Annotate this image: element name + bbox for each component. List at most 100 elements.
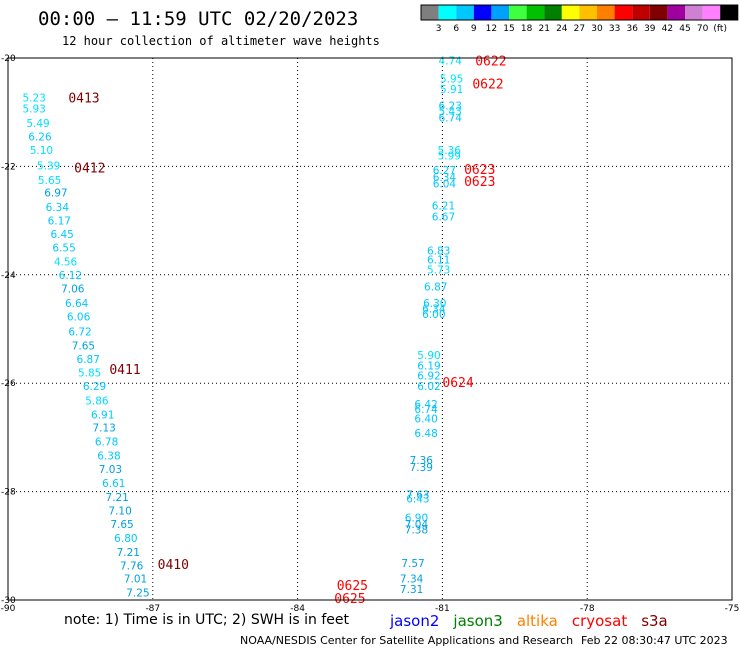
legend-label: 33	[609, 24, 620, 34]
wave-height-value: 6.17	[48, 216, 71, 228]
pass-label: 0413	[68, 92, 99, 107]
pass-label: 0622	[472, 77, 503, 92]
wave-height-value: 5.90	[417, 350, 440, 362]
wave-height-value: 5.93	[22, 103, 45, 115]
legend-swatch	[614, 5, 633, 20]
wave-height-value: 6.72	[68, 327, 91, 339]
grid-lines	[8, 58, 732, 600]
wave-height-value: 7.21	[117, 547, 140, 559]
wave-height-value: 7.57	[401, 558, 424, 570]
wave-height-value: 6.38	[97, 450, 120, 462]
legend-label: 36	[626, 24, 638, 34]
wave-height-value: 7.39	[410, 462, 433, 474]
wave-height-value: 4.56	[54, 256, 78, 268]
wave-height-value: 7.36	[410, 455, 434, 467]
wave-height-value: 6.34	[46, 202, 70, 214]
legend-label: 24	[556, 24, 568, 34]
wave-height-value: 6.74	[414, 404, 438, 416]
legend-swatch	[649, 5, 668, 20]
wave-height-value: 6.64	[65, 298, 89, 310]
pass-label: 0411	[109, 363, 140, 378]
legend-swatch	[526, 5, 545, 20]
wave-height-value: 6.55	[52, 243, 75, 255]
wave-height-value: 6.78	[95, 437, 118, 449]
legend-swatch	[438, 5, 457, 20]
wave-height-value: 7.04	[405, 519, 429, 531]
wave-height-value: 6.34	[433, 172, 457, 184]
wave-height-value: 6.02	[417, 381, 440, 393]
wave-height-value: 4.74	[439, 56, 463, 68]
wave-height-value: 6.92	[417, 371, 440, 383]
wave-height-value: 7.03	[99, 464, 122, 476]
wave-height-value: 6.21	[432, 200, 455, 212]
legend-label: 18	[521, 24, 533, 34]
legend-swatch	[685, 5, 703, 20]
legend-swatch	[491, 5, 509, 20]
wave-height-value: 6.00	[422, 309, 445, 321]
wave-height-value: 6.83	[427, 245, 450, 257]
x-tick-label: -81	[435, 604, 450, 614]
wave-height-value: 6.61	[102, 478, 125, 490]
legend-swatch	[456, 5, 474, 20]
x-tick-label: -87	[145, 604, 160, 614]
legend-swatch	[702, 5, 721, 20]
wave-height-value: 6.42	[414, 399, 437, 411]
wave-height-value: 5.39	[37, 160, 60, 172]
x-tick-label: -90	[1, 604, 16, 614]
legend-frame	[420, 4, 739, 21]
legend-swatch	[421, 5, 439, 20]
wave-height-value: 7.76	[120, 560, 144, 572]
wave-height-value: 6.29	[83, 381, 106, 393]
satellite-legend: jason2 jason3 altika cryosat s3a	[389, 612, 668, 630]
satellite-label-jason3: jason3	[452, 612, 502, 630]
wave-height-value: 5.49	[26, 118, 49, 130]
pass-label: 0625	[334, 592, 365, 607]
wave-height-value: 6.27	[433, 165, 456, 177]
wave-height-value: 7.06	[61, 283, 85, 295]
pass-label: 0624	[442, 376, 473, 391]
wave-height-value: 6.48	[414, 428, 437, 440]
chart-subtitle: 12 hour collection of altimeter wave hei…	[62, 34, 380, 48]
legend-swatch	[579, 5, 597, 20]
legend-label: 42	[662, 24, 673, 34]
legend-label: 70	[697, 24, 709, 34]
x-tick-label: -75	[725, 604, 740, 614]
color-legend: 3 6 9 12 15 18 21 24 27 30 33 36 39 42 45 70 (ft)	[420, 4, 739, 34]
wave-height-value: 6.19	[417, 360, 440, 372]
legend-label: 27	[574, 24, 585, 34]
legend-swatch	[473, 5, 492, 20]
legend-label: 30	[591, 24, 603, 34]
wave-height-value: 6.34	[422, 303, 446, 315]
wave-height-value: 6.06	[67, 312, 91, 324]
x-tick-label: -84	[290, 604, 305, 614]
wave-height-value: 5.85	[78, 367, 101, 379]
wave-height-value: 5.65	[38, 175, 61, 187]
wave-height-value: 5.43	[439, 106, 462, 118]
wave-height-value: 7.31	[400, 584, 423, 596]
plot-frame	[7, 57, 733, 601]
wave-height-points: 5.235.93 5.49 6.265.10 5.39 5.656.97 6.34 6.17…	[22, 56, 463, 600]
legend-label: 21	[538, 24, 549, 34]
legend-label: 9	[471, 24, 477, 34]
wave-height-value: 7.01	[124, 573, 147, 585]
legend-swatch	[667, 5, 685, 20]
wave-height-value: 6.91	[91, 410, 114, 422]
wave-height-value: 6.11	[427, 255, 450, 267]
legend-swatch	[561, 5, 580, 20]
legend-swatch	[544, 5, 562, 20]
legend-label: 3	[436, 24, 442, 34]
wave-height-value: 7.13	[92, 423, 115, 435]
pass-label: 0410	[158, 558, 189, 573]
wave-height-value: 5.99	[438, 151, 461, 163]
wave-height-value: 6.40	[414, 413, 437, 425]
wave-height-value: 6.87	[424, 282, 447, 294]
satellite-label-cryosat: cryosat	[572, 612, 627, 630]
chart-title: 00:00 – 11:59 UTC 02/20/2023	[38, 8, 358, 30]
wave-height-value: 6.04	[433, 179, 457, 191]
legend-label: 39	[644, 24, 656, 34]
wave-height-value: 7.21	[105, 492, 128, 504]
legend-swatch	[720, 5, 738, 20]
wave-height-value: 7.34	[400, 573, 424, 585]
